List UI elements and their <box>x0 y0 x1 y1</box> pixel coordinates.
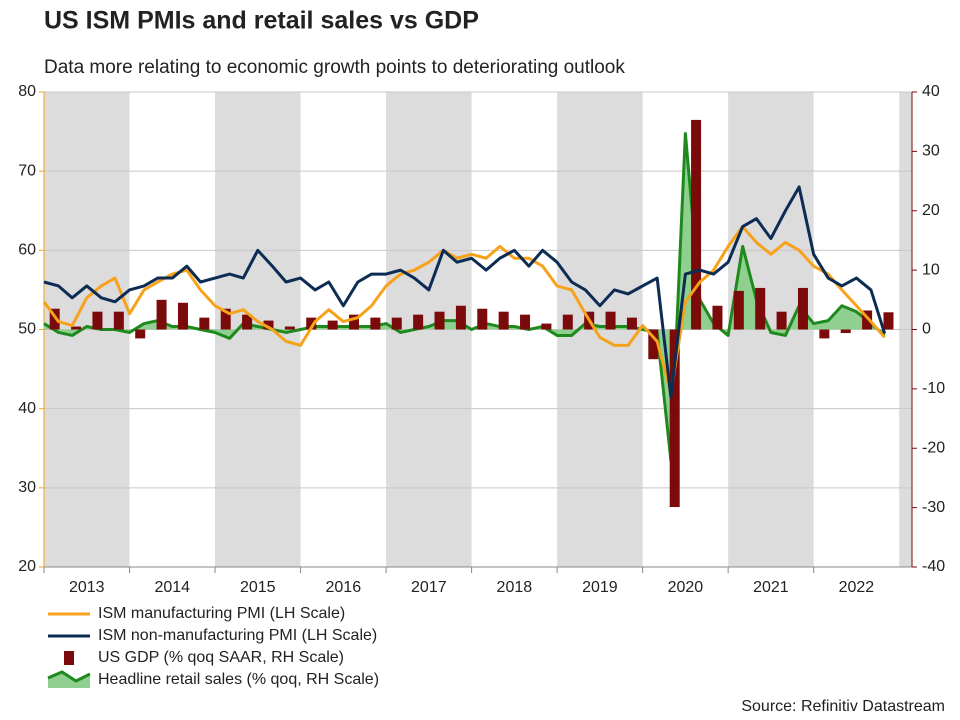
bar <box>370 317 381 330</box>
bar <box>541 323 552 330</box>
y2-tick-label: 10 <box>922 261 940 278</box>
line <box>43 185 887 399</box>
bar <box>113 311 124 330</box>
bar <box>648 329 659 360</box>
y2-tick-label: 20 <box>922 202 940 219</box>
y-tick-label: 60 <box>18 242 36 259</box>
chart-title: US ISM PMIs and retail sales vs GDP <box>44 7 479 35</box>
bar <box>49 308 60 330</box>
bar <box>92 311 103 330</box>
bar <box>755 287 766 330</box>
y2-tick-label: -20 <box>922 439 945 456</box>
y-tick-label: 20 <box>18 558 36 575</box>
y-tick-label: 30 <box>18 479 36 496</box>
y2-tick-label: -30 <box>922 499 945 516</box>
legend-label: ISM non-manufacturing PMI (LH Scale) <box>98 627 377 644</box>
bar <box>520 314 531 330</box>
source: Source: Refinitiv Datastream <box>741 698 945 715</box>
bar <box>477 308 488 330</box>
bar <box>284 326 295 330</box>
y-tick-label: 70 <box>18 162 36 179</box>
bar <box>797 287 808 330</box>
bar <box>327 320 338 330</box>
x-tick-label: 2020 <box>668 579 704 596</box>
chart-subtitle: Data more relating to economic growth po… <box>44 57 625 78</box>
bar <box>455 305 466 330</box>
bar <box>413 314 424 330</box>
bar <box>733 290 744 330</box>
y-tick-label: 40 <box>18 400 36 417</box>
x-tick-label: 2016 <box>326 579 362 596</box>
bar <box>776 311 787 330</box>
bar <box>712 305 723 330</box>
bar <box>135 329 146 339</box>
x-tick-label: 2022 <box>839 579 875 596</box>
x-tick-label: 2015 <box>240 579 276 596</box>
bar <box>498 311 509 330</box>
x-tick-label: 2018 <box>497 579 533 596</box>
bar <box>156 299 167 330</box>
bar <box>691 119 702 330</box>
bar <box>242 314 253 330</box>
y-tick-label: 80 <box>18 83 36 100</box>
x-tick-label: 2014 <box>154 579 190 596</box>
y2-tick-label: 30 <box>922 143 940 160</box>
legend-icon <box>48 672 90 688</box>
x-tick-label: 2017 <box>411 579 447 596</box>
y2-tick-label: -40 <box>922 558 945 575</box>
bar <box>71 326 82 330</box>
y2-tick-label: 0 <box>922 321 931 338</box>
bar <box>862 310 873 330</box>
legend-label: ISM manufacturing PMI (LH Scale) <box>98 605 345 622</box>
x-tick-label: 2021 <box>753 579 789 596</box>
legend-icon <box>47 670 91 683</box>
bar <box>605 311 616 330</box>
legend-icon <box>64 651 74 665</box>
bar <box>840 329 851 334</box>
bar <box>306 317 317 330</box>
bar <box>626 317 637 330</box>
bar <box>434 311 445 330</box>
x-tick-label: 2013 <box>69 579 105 596</box>
bar <box>562 314 573 330</box>
bar <box>883 312 894 330</box>
bar <box>349 314 359 330</box>
y2-tick-label: -10 <box>922 380 945 397</box>
y2-tick-label: 40 <box>922 83 940 100</box>
line <box>42 225 886 395</box>
bar <box>263 320 274 330</box>
bar <box>220 308 231 330</box>
legend-label: Headline retail sales (% qoq, RH Scale) <box>98 671 379 688</box>
bar <box>177 302 188 330</box>
legend-label: US GDP (% qoq SAAR, RH Scale) <box>98 649 344 666</box>
bar <box>391 317 402 330</box>
y-tick-label: 50 <box>18 321 36 338</box>
bar <box>819 329 830 339</box>
x-tick-label: 2019 <box>582 579 618 596</box>
bar <box>669 329 680 508</box>
bar <box>199 317 210 330</box>
